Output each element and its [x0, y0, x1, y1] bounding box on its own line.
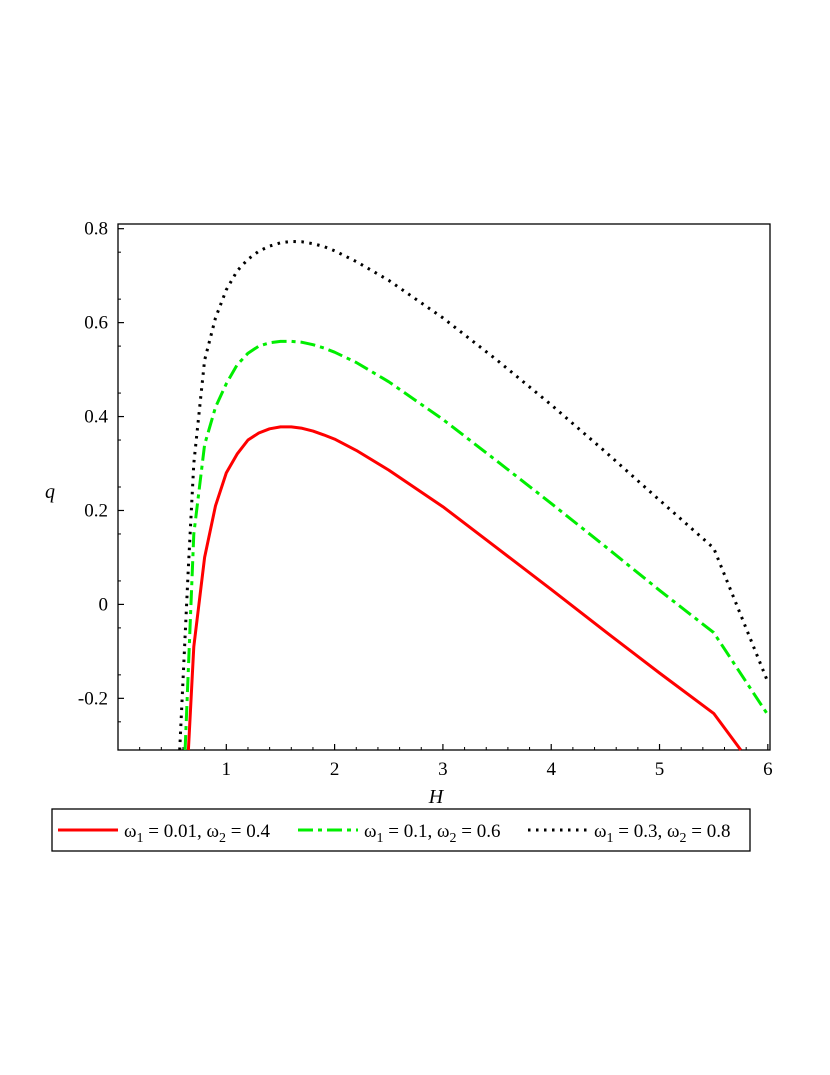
series-line-1 — [186, 425, 743, 751]
legend-box — [51, 808, 751, 852]
y-tick-label: 0 — [99, 594, 109, 615]
y-tick-label: 0.6 — [84, 313, 108, 334]
x-tick-label: 3 — [438, 759, 448, 780]
series-line-3 — [178, 239, 770, 751]
plot-frame — [117, 223, 771, 751]
x-tick-label: 1 — [222, 759, 232, 780]
legend-label-2: ω1 = 0.1, ω2 = 0.6 — [364, 821, 500, 846]
series-line-2 — [183, 339, 770, 751]
x-tick-label: 2 — [330, 759, 340, 780]
legend-label-3: ω1 = 0.3, ω2 = 0.8 — [594, 821, 730, 846]
y-tick-label: -0.2 — [78, 688, 108, 709]
x-tick-label: 5 — [655, 759, 665, 780]
legend: ω1 = 0.01, ω2 = 0.4 ω1 = 0.1, ω2 = 0.6 ω1 … — [51, 808, 751, 852]
y-tick-label: 0.2 — [84, 500, 108, 521]
y-axis-label: q — [45, 481, 55, 503]
x-axis-label: H — [428, 786, 445, 808]
x-tick-label: 4 — [546, 759, 556, 780]
y-tick-label: 0.4 — [84, 407, 108, 428]
x-axis: 1 2 3 4 5 6 — [139, 744, 773, 780]
x-tick-label: 6 — [763, 759, 773, 780]
legend-label-1: ω1 = 0.01, ω2 = 0.4 — [124, 821, 270, 846]
y-tick-label: 0.8 — [84, 219, 108, 240]
series-lines — [178, 239, 770, 751]
y-axis: -0.2 0 0.2 0.4 0.6 0.8 — [78, 219, 124, 723]
